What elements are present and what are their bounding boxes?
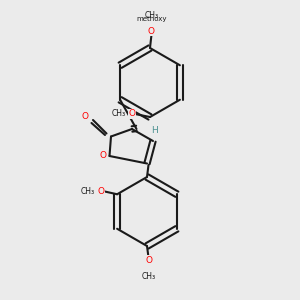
Text: O: O <box>148 27 155 36</box>
Text: CH₃: CH₃ <box>111 110 126 118</box>
Text: CH₃: CH₃ <box>144 11 159 20</box>
Text: O: O <box>145 256 152 265</box>
Text: O: O <box>97 187 104 196</box>
Text: H: H <box>151 126 158 135</box>
Text: methoxy: methoxy <box>136 16 167 22</box>
Text: CH₃: CH₃ <box>141 272 156 281</box>
Text: O: O <box>82 112 89 122</box>
Text: O: O <box>100 152 107 160</box>
Text: O: O <box>128 110 136 118</box>
Text: CH₃: CH₃ <box>81 187 95 196</box>
